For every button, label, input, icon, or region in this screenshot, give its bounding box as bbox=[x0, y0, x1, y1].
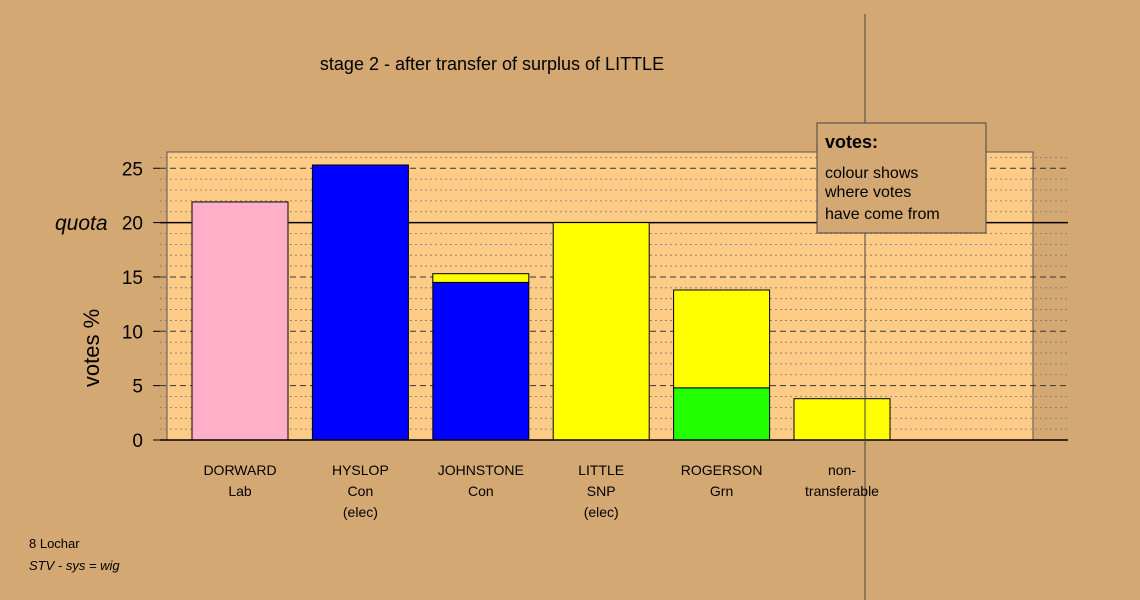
quota-label: quota bbox=[55, 212, 108, 235]
category-label: ROGERSON Grn bbox=[681, 462, 763, 499]
bar-segment bbox=[552, 222, 650, 441]
bar-segment bbox=[311, 164, 409, 441]
legend: votes: colour shows where votes have com… bbox=[816, 122, 987, 234]
y-tick-label: 5 bbox=[132, 377, 143, 398]
bar-segment bbox=[673, 387, 771, 441]
bar-segment bbox=[432, 281, 530, 441]
category-labels: DORWARD Lab HYSLOP Con (elec) JOHNSTONE Con LIT… bbox=[203, 462, 879, 520]
legend-line-1: colour shows bbox=[825, 165, 918, 182]
y-tick-label: 20 bbox=[122, 214, 143, 235]
y-ticks: 0 5 10 15 20 25 bbox=[122, 159, 160, 452]
y-axis-label: votes % bbox=[79, 309, 104, 387]
bar-segment bbox=[191, 201, 289, 441]
legend-box bbox=[816, 122, 987, 234]
bar-segment bbox=[673, 289, 771, 389]
y-tick-label: 0 bbox=[132, 431, 143, 452]
legend-line-2: where votes bbox=[824, 184, 911, 201]
category-label: HYSLOP Con (elec) bbox=[332, 462, 389, 520]
bars bbox=[191, 164, 891, 441]
bar-segment bbox=[793, 398, 891, 441]
legend-line-3: have come from bbox=[825, 206, 940, 223]
legend-title: votes: bbox=[825, 132, 878, 152]
y-tick-label: 15 bbox=[122, 268, 143, 289]
footer-constituency: 8 Lochar bbox=[29, 536, 80, 551]
category-label: JOHNSTONE Con bbox=[438, 462, 524, 499]
category-label: DORWARD Lab bbox=[203, 462, 276, 499]
category-label: non-transferable bbox=[805, 462, 879, 499]
bar-segment bbox=[432, 273, 530, 283]
footer-system: STV - sys = wig bbox=[29, 558, 120, 573]
y-tick-label: 10 bbox=[122, 322, 143, 343]
category-label: LITTLE SNP (elec) bbox=[578, 462, 624, 520]
y-tick-label: 25 bbox=[122, 159, 143, 180]
chart-title: stage 2 - after transfer of surplus of L… bbox=[320, 54, 664, 74]
